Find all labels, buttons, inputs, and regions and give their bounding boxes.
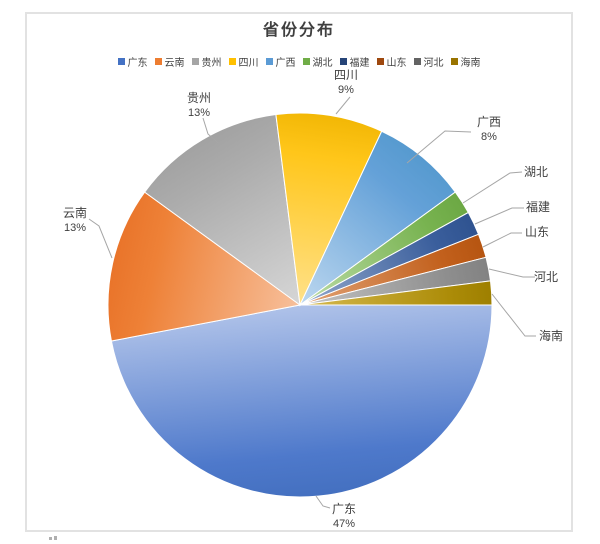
data-label-name: 河北 — [533, 270, 559, 284]
leader-line-贵州 — [202, 117, 224, 148]
legend-swatch-icon — [117, 57, 125, 65]
leader-line-广东 — [315, 495, 331, 509]
legend: 广东 云南 贵州 四川 广西 湖北 福建 山东 河北 海南 — [25, 53, 573, 69]
legend-swatch-icon — [339, 57, 347, 65]
data-label-percent: 13% — [63, 222, 87, 234]
legend-swatch-icon — [191, 57, 199, 65]
data-label-福建: 福建 — [526, 200, 550, 215]
leader-line-云南 — [88, 218, 113, 259]
legend-item-福建[interactable]: 福建 — [339, 54, 370, 69]
legend-item-河北[interactable]: 河北 — [413, 54, 444, 69]
legend-swatch-icon — [228, 57, 236, 65]
pie-slice-四川[interactable] — [275, 112, 383, 307]
chart-title: 省份分布 — [262, 22, 335, 39]
pie-slice-贵州[interactable] — [144, 113, 301, 307]
leader-line-海南 — [491, 293, 536, 337]
data-label-四川: 四川 9% — [334, 68, 358, 98]
data-label-广东: 广东 47% — [332, 502, 356, 532]
legend-item-广西[interactable]: 广西 — [265, 54, 296, 69]
legend-swatch-icon — [450, 57, 458, 65]
pie-slice-云南[interactable] — [107, 191, 302, 342]
data-label-山东: 山东 — [525, 225, 549, 240]
data-label-name: 湖北 — [523, 165, 549, 179]
legend-item-云南[interactable]: 云南 — [154, 54, 185, 69]
data-label-percent: 8% — [481, 131, 497, 143]
data-label-percent: 13% — [187, 107, 211, 119]
legend-swatch-icon — [154, 57, 162, 65]
legend-item-湖北[interactable]: 湖北 — [302, 54, 333, 69]
data-label-name: 四川 — [333, 68, 359, 82]
data-label-name: 广西 — [476, 115, 502, 129]
leader-line-湖北 — [462, 171, 523, 204]
leader-line-山东 — [482, 232, 522, 248]
data-label-云南: 云南 13% — [63, 206, 87, 236]
legend-label: 广西 — [275, 57, 296, 69]
legend-label: 山东 — [386, 57, 407, 69]
pie-slice-海南[interactable] — [299, 280, 493, 306]
leader-line-四川 — [335, 96, 351, 115]
data-label-河北: 河北 — [534, 270, 558, 285]
legend-label: 贵州 — [201, 57, 222, 69]
legend-label: 海南 — [460, 57, 481, 69]
data-label-name: 贵州 — [186, 91, 212, 105]
data-label-广西: 广西 8% — [477, 115, 501, 145]
legend-label: 四川 — [238, 57, 259, 69]
data-label-name: 福建 — [525, 200, 551, 214]
legend-item-山东[interactable]: 山东 — [376, 54, 407, 69]
legend-swatch-icon — [302, 57, 310, 65]
legend-label: 河北 — [423, 57, 444, 69]
screen-artifact — [54, 536, 57, 540]
legend-item-贵州[interactable]: 贵州 — [191, 54, 222, 69]
legend-label: 云南 — [164, 57, 185, 69]
legend-label: 福建 — [349, 57, 370, 69]
leader-line-福建 — [474, 207, 524, 225]
legend-label: 广东 — [127, 57, 148, 69]
data-label-贵州: 贵州 13% — [187, 91, 211, 121]
leader-line-广西 — [406, 130, 472, 164]
legend-label: 湖北 — [312, 57, 333, 69]
data-label-name: 山东 — [524, 225, 550, 239]
data-label-海南: 海南 — [539, 329, 563, 344]
data-label-湖北: 湖北 — [524, 165, 548, 180]
data-label-percent: 47% — [332, 518, 356, 530]
pie-slice-广东[interactable] — [110, 304, 493, 498]
legend-swatch-icon — [376, 57, 384, 65]
data-label-name: 广东 — [331, 502, 357, 516]
data-label-name: 海南 — [538, 329, 564, 343]
legend-item-海南[interactable]: 海南 — [450, 54, 481, 69]
legend-item-四川[interactable]: 四川 — [228, 54, 259, 69]
legend-swatch-icon — [265, 57, 273, 65]
leader-line-河北 — [488, 268, 535, 278]
screen-artifact — [49, 537, 52, 540]
data-label-percent: 9% — [338, 84, 354, 96]
data-label-name: 云南 — [62, 206, 88, 220]
legend-swatch-icon — [413, 57, 421, 65]
legend-item-广东[interactable]: 广东 — [117, 54, 148, 69]
pie-slice-广西[interactable] — [299, 130, 456, 306]
